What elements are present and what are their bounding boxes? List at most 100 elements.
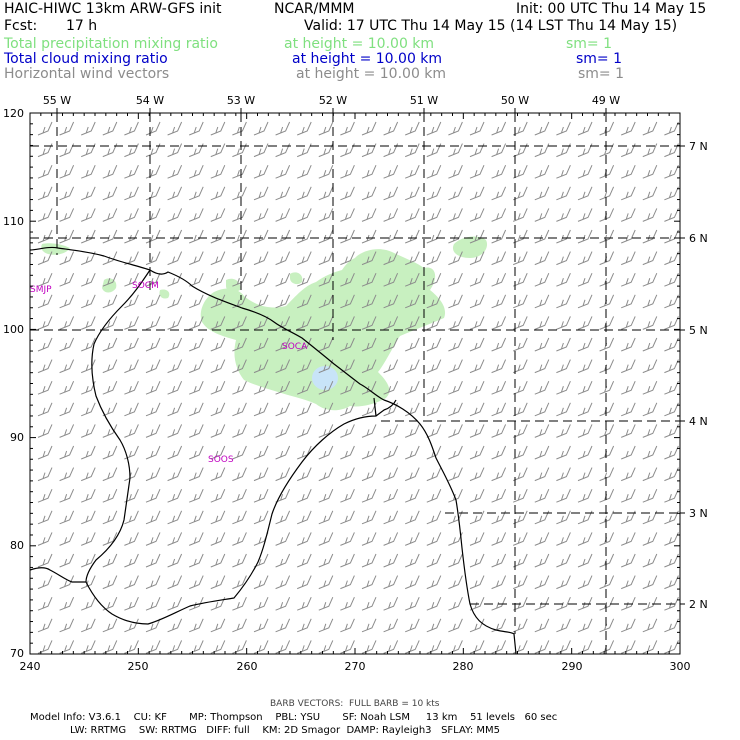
wind-barb	[232, 359, 247, 374]
wind-barb	[37, 618, 53, 633]
wind-barb	[210, 424, 226, 438]
wind-barb	[275, 208, 291, 222]
wind-barb	[253, 596, 269, 611]
wind-barb	[361, 618, 377, 633]
wind-barb	[275, 294, 291, 309]
wind-barb	[577, 316, 593, 330]
wind-barb	[81, 143, 96, 158]
wind-barb	[297, 553, 312, 568]
wind-barb	[37, 186, 53, 201]
wind-barb	[513, 337, 528, 352]
lat-label: 7 N	[689, 140, 708, 153]
border-suriname-frenchguiana	[85, 269, 151, 583]
wind-barb	[340, 337, 355, 352]
wind-barb	[534, 272, 550, 287]
wind-barb	[577, 510, 593, 525]
wind-barb	[253, 229, 269, 244]
wind-barb	[81, 510, 96, 525]
wind-barb	[534, 618, 550, 633]
wind-barb	[59, 575, 75, 590]
y-tick-label: 90	[10, 431, 24, 444]
wind-barb	[513, 402, 528, 417]
lon-label: 53 W	[227, 94, 255, 107]
wind-barb	[469, 164, 485, 179]
wind-barb	[210, 164, 226, 179]
wind-barb	[232, 337, 247, 352]
wind-barb	[297, 402, 312, 417]
wind-barb	[383, 143, 399, 158]
wind-barb	[210, 294, 226, 309]
wind-barb	[318, 294, 334, 309]
wind-barb	[59, 445, 75, 460]
wind-barb	[37, 272, 53, 287]
wind-barb	[189, 294, 204, 309]
wind-barb	[426, 186, 442, 201]
wind-barb	[448, 488, 463, 503]
wind-barb	[297, 359, 312, 374]
wind-barb	[81, 121, 96, 136]
wind-barb	[145, 596, 161, 611]
wind-barb	[340, 553, 355, 568]
wind-barb	[577, 294, 593, 309]
wind-barb	[642, 467, 658, 482]
x-tick-label: 270	[345, 660, 366, 673]
wind-barb	[664, 640, 679, 654]
wind-barb	[534, 337, 550, 352]
wind-barb	[664, 121, 679, 136]
wind-barb	[556, 510, 571, 525]
wind-barb	[37, 337, 53, 352]
wind-barb	[253, 316, 269, 330]
wind-barb	[556, 272, 571, 287]
wind-barb	[102, 164, 118, 179]
wind-barb	[210, 251, 226, 266]
wind-barb	[210, 143, 226, 158]
wind-barb	[210, 510, 226, 525]
wind-barb	[426, 208, 442, 222]
wind-barb	[556, 553, 571, 568]
x-axis-ticks: 240 250 260 270 280 290 300	[20, 660, 691, 673]
wind-barb	[361, 143, 377, 158]
wind-barb	[534, 488, 550, 503]
wind-barb	[664, 337, 679, 352]
wind-barb	[599, 510, 615, 525]
wind-barb	[405, 251, 420, 266]
wind-barb	[232, 640, 247, 654]
wind-barb	[275, 445, 291, 460]
wind-barb	[37, 640, 53, 654]
wind-barb	[599, 618, 615, 633]
wind-barb	[577, 337, 593, 352]
wind-barb	[642, 164, 658, 179]
wind-barb	[491, 402, 507, 417]
wind-barb	[642, 488, 658, 503]
wind-barb	[253, 186, 269, 201]
wind-barb	[448, 467, 463, 482]
wind-barb	[297, 186, 312, 201]
wind-barb	[513, 575, 528, 590]
wind-barb	[253, 272, 269, 287]
wind-barb	[81, 618, 96, 633]
wind-barb	[556, 337, 571, 352]
wind-barb	[556, 208, 571, 222]
wind-barb	[167, 143, 183, 158]
wind-barb	[534, 596, 550, 611]
wind-barb	[448, 424, 463, 438]
wind-barb	[253, 488, 269, 503]
wind-barb	[232, 618, 247, 633]
wind-barb	[37, 424, 53, 438]
wind-barb	[145, 229, 161, 244]
wind-barb	[167, 121, 183, 136]
wind-barb	[145, 164, 161, 179]
wind-barb	[318, 575, 334, 590]
wind-barb	[124, 359, 139, 374]
wind-barb	[189, 575, 204, 590]
wind-barb	[59, 359, 75, 374]
wind-barb	[534, 208, 550, 222]
coast-and-borders	[29, 246, 517, 655]
wind-barb	[556, 316, 571, 330]
wind-barb	[340, 488, 355, 503]
wind-barb	[59, 229, 75, 244]
wind-barb	[534, 640, 550, 654]
wind-barb	[81, 640, 96, 654]
wind-barb	[405, 640, 420, 654]
wind-barb	[275, 618, 291, 633]
